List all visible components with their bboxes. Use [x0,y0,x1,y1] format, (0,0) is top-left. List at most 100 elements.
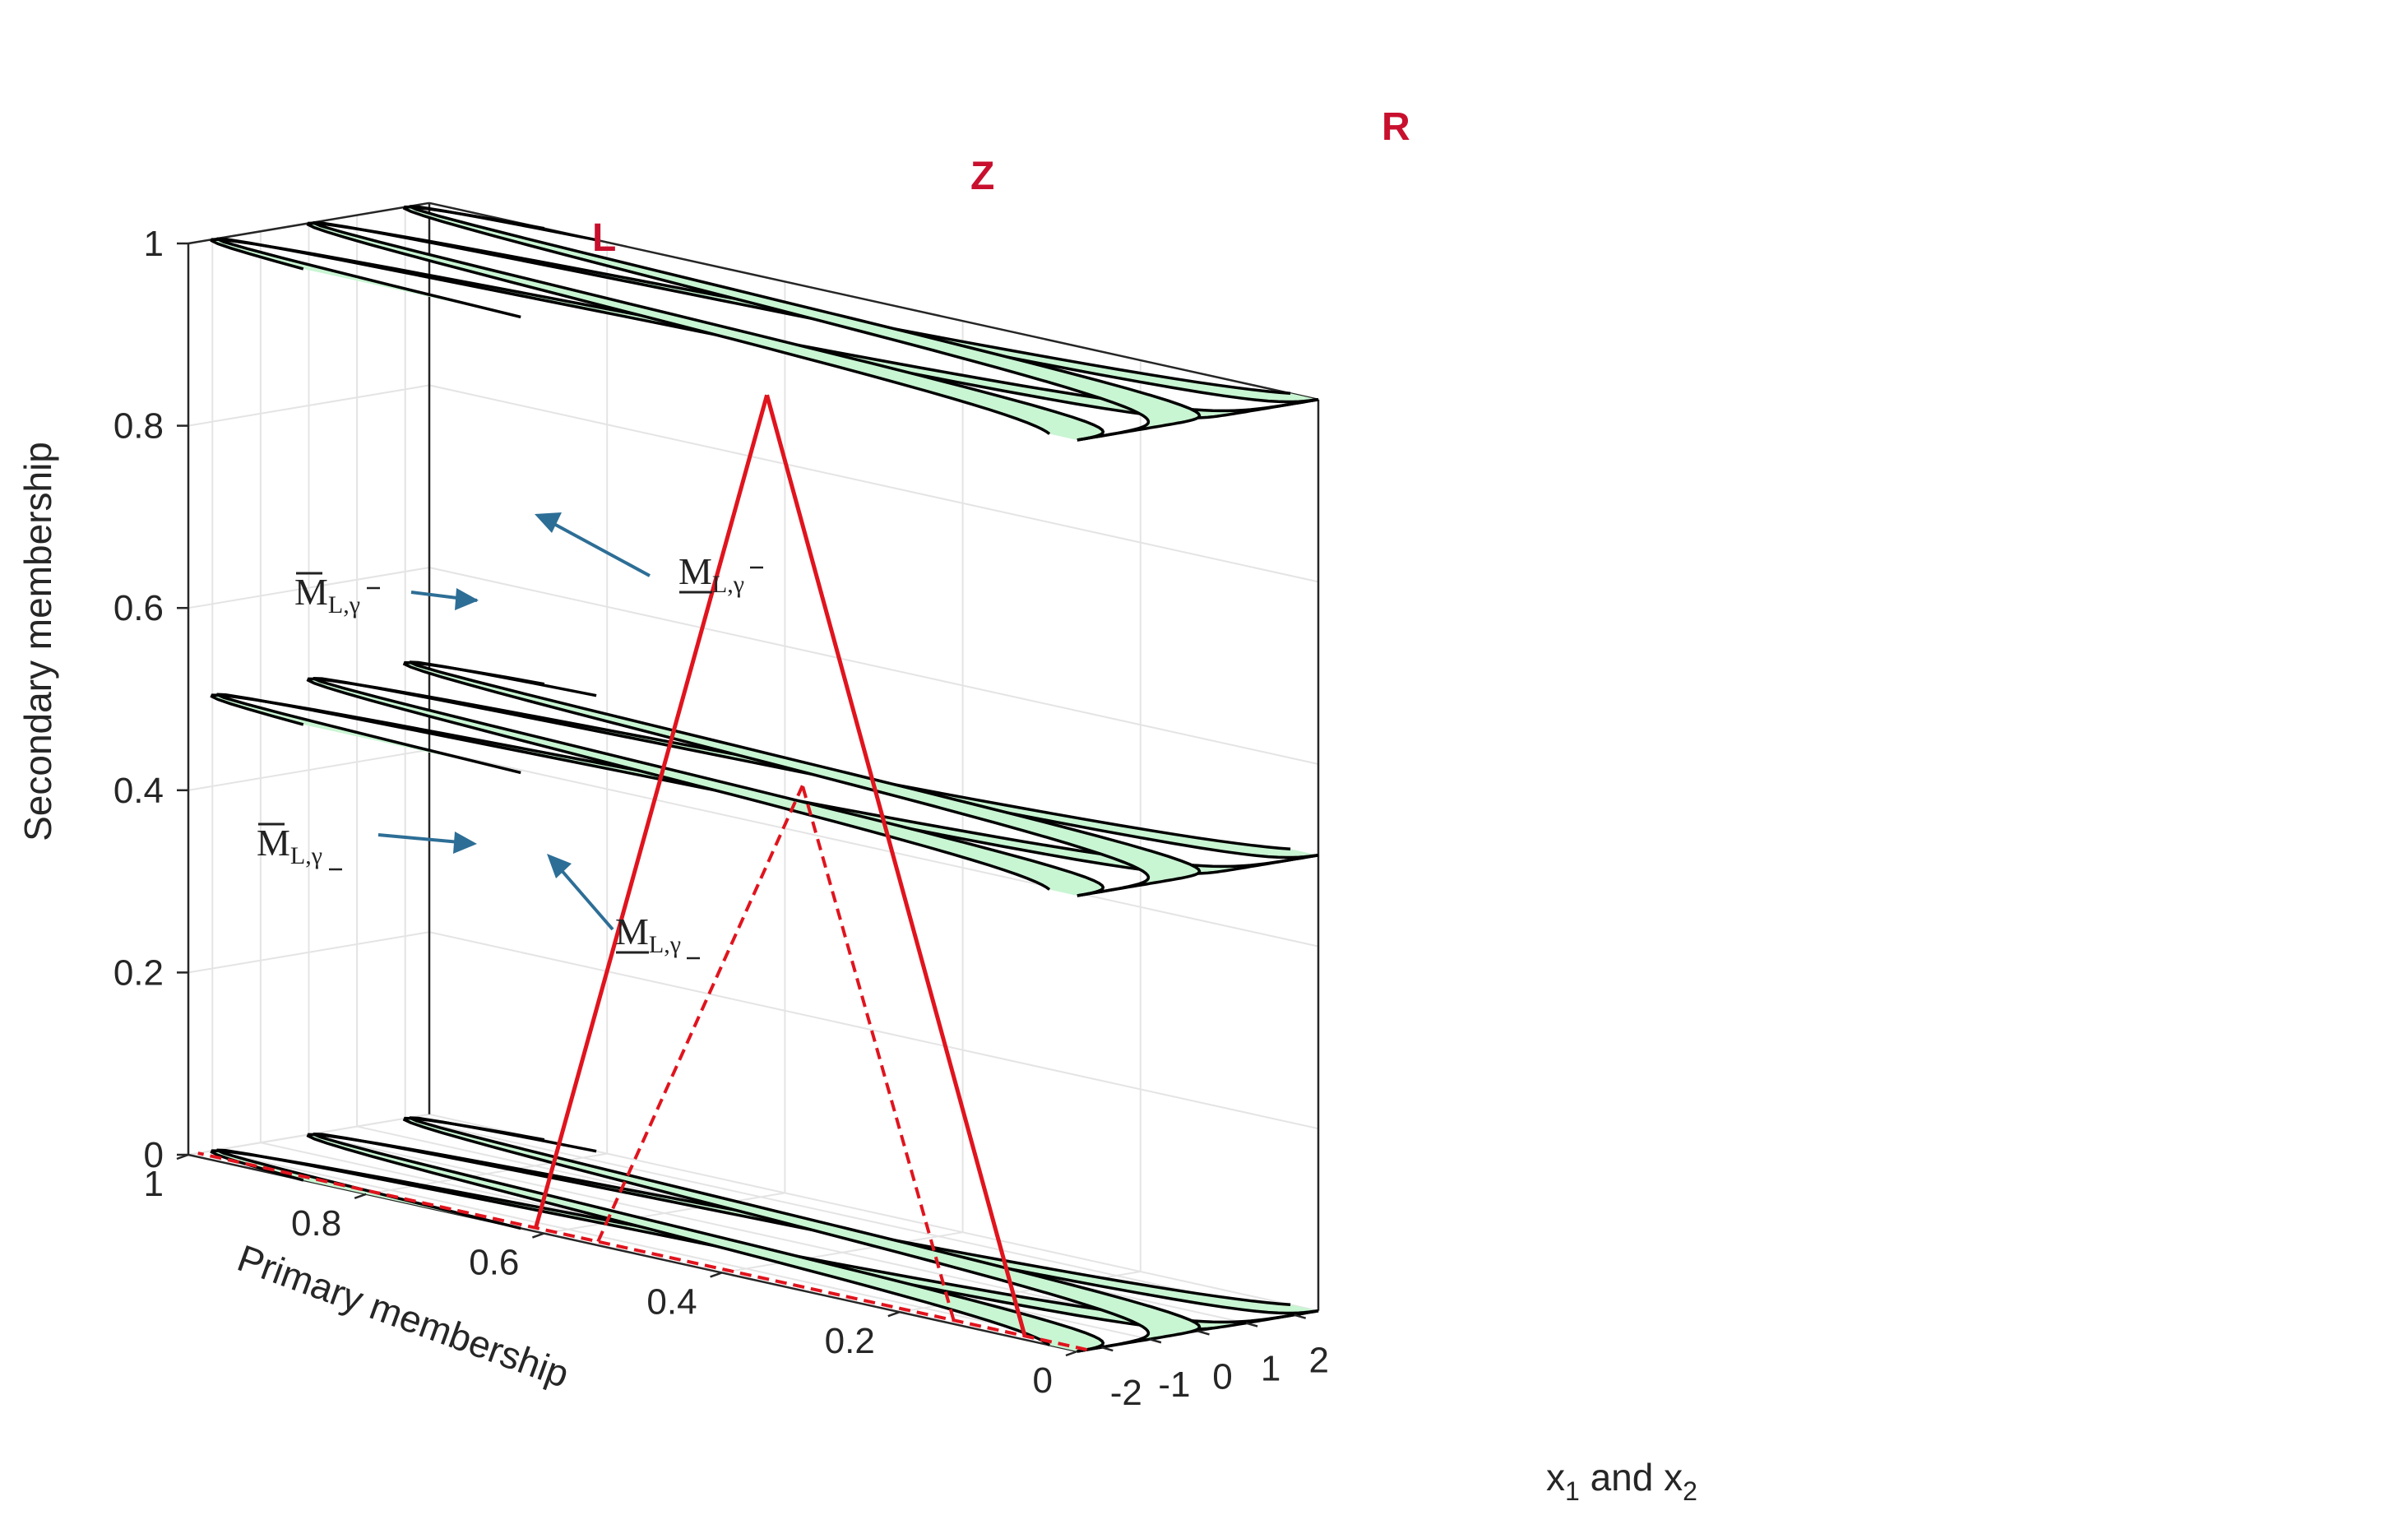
y-tick-label: 1 [144,1164,164,1204]
highlight-lower-right [800,785,956,1321]
annotation-label-4-gamma: γ [669,931,681,958]
axes-edge [188,1153,1078,1353]
annotation-arrow-3 [377,833,470,845]
annotation-label-1-m: M [294,571,328,613]
x-axis-label-sub2: 2 [1683,1476,1697,1506]
y-tick-label: 0.2 [825,1321,875,1361]
lower-mf-r [409,660,1202,897]
x-tick-label: -1 [1158,1365,1190,1405]
highlight-base-line [197,1151,1088,1351]
y-tick-mark [1065,1350,1078,1357]
x-tick-mark [1149,1338,1162,1344]
annotation-label-4-m: M [615,910,649,952]
annotation-upper-lower: ML,γ [257,822,477,871]
lower-mf-r [409,1116,1202,1353]
annotation-label-2-m: M [678,550,712,592]
highlight-upper-left [534,394,769,1229]
annotation-label-4-sub: L, [649,931,670,958]
lower-mf-r [409,205,1202,442]
y-tick-mark [710,1272,723,1278]
x-axis-label-sub1: 1 [1565,1476,1580,1506]
z-tick-label: 0 [144,1135,164,1175]
x-tick-mark [1294,1314,1307,1319]
z-tick-label: 0.8 [113,406,164,447]
grid-side-z [428,748,1319,948]
grid-back-z [188,931,430,974]
fou-band-r [405,662,1200,896]
surface-layer [210,205,1319,1353]
grid-floor-y [544,1192,785,1235]
annotation-upper-upper: ML,γ [294,571,479,619]
upper-mf-z [306,221,1291,435]
grid-floor-x [405,1117,1294,1316]
highlight-upper-right [765,394,1027,1337]
lower-mf-z [313,220,1318,442]
annotation-label-3: ML,γ [257,822,322,869]
annotation-label-1: ML,γ [294,571,360,619]
annotation-label-2: ML,γ [678,550,744,598]
x-tick-label: 1 [1261,1349,1280,1389]
set-label-r: R [1382,105,1410,149]
grid-side-z [428,567,1319,765]
annotation-label-2-gamma: γ [733,571,744,598]
highlight-lower-left [596,785,804,1243]
y-tick-mark [531,1232,544,1239]
y-tick-label: 0.6 [469,1243,519,1283]
annotation-lower-upper: ML,γ [535,512,763,598]
annotation-arrowhead-2 [535,512,562,533]
z-tick-label: 1 [144,224,164,264]
annotation-arrow-4 [558,866,614,931]
x-tick-mark [1197,1330,1210,1336]
x-tick-mark [1245,1322,1258,1327]
grid-back-z [188,748,430,791]
x-axis-label: x1 and x2 [1546,1456,1697,1506]
x-tick-label: 0 [1212,1356,1232,1397]
y-axis-label: Primary membership [232,1236,575,1396]
grid-side-z [428,931,1319,1130]
y-tick-label: 0.4 [646,1281,697,1322]
x-tick-label: -2 [1110,1373,1142,1413]
set-label-z: Z [970,155,994,198]
upper-mf-z [306,677,1291,891]
annotation-label-1-gamma: γ [349,591,360,619]
annotation-label-4: ML,γ [615,910,681,958]
grid-floor-x [308,1133,1198,1332]
annotation-arrow-2 [550,521,651,577]
highlight-layer [197,394,1088,1351]
y-tick-mark [354,1193,367,1199]
z-tick-label: 0.4 [113,771,164,811]
z-tick-label: 0.2 [113,952,164,993]
z-axis-label: Secondary membership [16,442,59,841]
annotation-arrowhead-1 [455,588,479,610]
fou-band-r [405,206,1200,440]
y-tick-label: 0.8 [291,1203,341,1244]
y-tick-label: 0 [1033,1360,1053,1401]
annotation-label-1-sub: L, [328,591,350,619]
y-tick-mark [887,1311,901,1318]
annotation-lower-lower: ML,γ [547,854,700,960]
x-axis-label-x: x [1546,1456,1565,1499]
x-axis-label-and: and x [1580,1456,1683,1499]
lower-mf-z [313,1132,1318,1353]
z-tick-label: 0.6 [113,588,164,628]
annotation-arrowhead-3 [453,832,477,854]
grid-side-z [428,384,1319,583]
annotation-label-3-sub: L, [290,842,312,869]
annotation-arrowhead-4 [547,854,572,878]
upper-mf-z [306,1133,1291,1346]
set-label-l: L [592,216,616,260]
grid-back-z [188,567,430,609]
annotation-layer: ML,γ ML,γ ML,γ ML,γ [257,512,763,960]
x-tick-mark [1100,1346,1114,1352]
grid-floor-y [721,1231,963,1274]
fou-band-r [405,1118,1200,1351]
x-tick-label: 2 [1308,1341,1328,1381]
annotation-label-3-gamma: γ [311,842,322,869]
lower-mf-z [313,676,1318,897]
grid-back-z [188,384,430,427]
annotation-label-3-m: M [257,822,290,864]
annotation-label-2-sub: L, [712,571,734,598]
